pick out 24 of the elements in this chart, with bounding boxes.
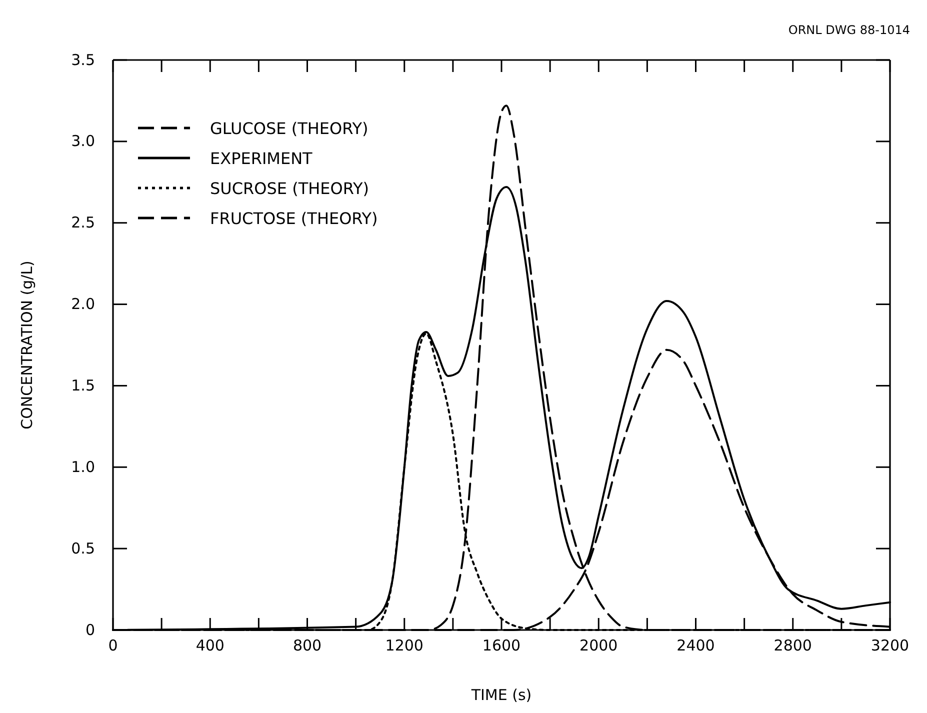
text: ORNL DWG 88-1014: [788, 23, 910, 37]
x-tick-label: 1200: [385, 636, 424, 655]
y-tick-label: 0: [85, 620, 95, 639]
legend-label: FRUCTOSE (THEORY): [210, 209, 378, 228]
y-axis-title: CONCENTRATION (g/L): [18, 260, 36, 430]
x-tick-label: 2000: [580, 636, 618, 655]
legend-label: EXPERIMENT: [210, 149, 313, 168]
x-tick-label: 400: [196, 636, 224, 655]
y-tick-label: 2.0: [71, 295, 95, 314]
x-tick-label: 3200: [870, 636, 910, 655]
y-tick-label: 3.0: [71, 132, 95, 150]
y-tick-label: 3.5: [71, 50, 95, 69]
x-tick-label: 2800: [774, 636, 812, 655]
y-tick-label: 0.5: [71, 539, 95, 558]
legend-label: GLUCOSE (THEORY): [210, 119, 368, 138]
x-tick-label: 0: [108, 636, 118, 655]
legend-label: SUCROSE (THEORY): [210, 179, 369, 198]
y-tick-label: 1.0: [71, 458, 95, 476]
x-tick-label: 800: [292, 636, 322, 655]
y-tick-label: 1.5: [71, 376, 95, 395]
x-tick-label: 2400: [676, 636, 715, 655]
x-axis-title: TIME (s): [470, 686, 532, 704]
y-tick-label: 2.5: [71, 214, 95, 232]
x-tick-label: 1600: [482, 636, 521, 655]
